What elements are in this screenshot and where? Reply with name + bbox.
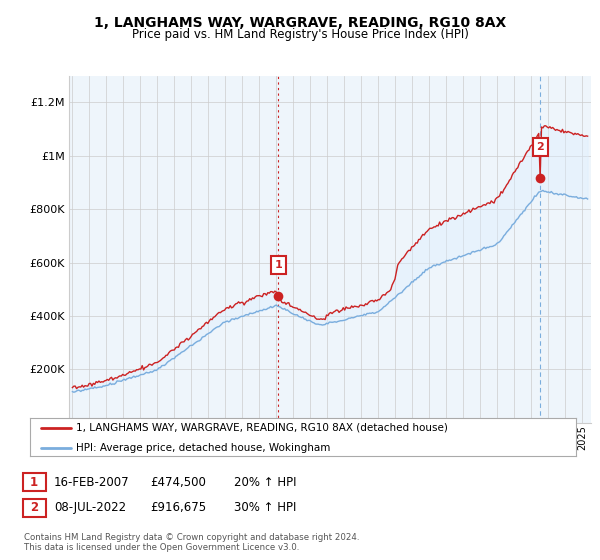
Text: This data is licensed under the Open Government Licence v3.0.: This data is licensed under the Open Gov…	[24, 543, 299, 552]
Text: 30% ↑ HPI: 30% ↑ HPI	[234, 501, 296, 515]
Text: 16-FEB-2007: 16-FEB-2007	[54, 475, 130, 489]
Text: 20% ↑ HPI: 20% ↑ HPI	[234, 475, 296, 489]
Text: 2: 2	[536, 142, 544, 152]
Text: 1, LANGHAMS WAY, WARGRAVE, READING, RG10 8AX (detached house): 1, LANGHAMS WAY, WARGRAVE, READING, RG10…	[76, 423, 448, 433]
Text: Contains HM Land Registry data © Crown copyright and database right 2024.: Contains HM Land Registry data © Crown c…	[24, 533, 359, 542]
Text: 08-JUL-2022: 08-JUL-2022	[54, 501, 126, 515]
Text: 1: 1	[275, 260, 283, 270]
Text: HPI: Average price, detached house, Wokingham: HPI: Average price, detached house, Woki…	[76, 443, 331, 453]
Text: £916,675: £916,675	[150, 501, 206, 515]
Text: Price paid vs. HM Land Registry's House Price Index (HPI): Price paid vs. HM Land Registry's House …	[131, 28, 469, 41]
Text: 1: 1	[30, 475, 38, 489]
Text: 1, LANGHAMS WAY, WARGRAVE, READING, RG10 8AX: 1, LANGHAMS WAY, WARGRAVE, READING, RG10…	[94, 16, 506, 30]
Text: £474,500: £474,500	[150, 475, 206, 489]
Text: 2: 2	[30, 501, 38, 515]
